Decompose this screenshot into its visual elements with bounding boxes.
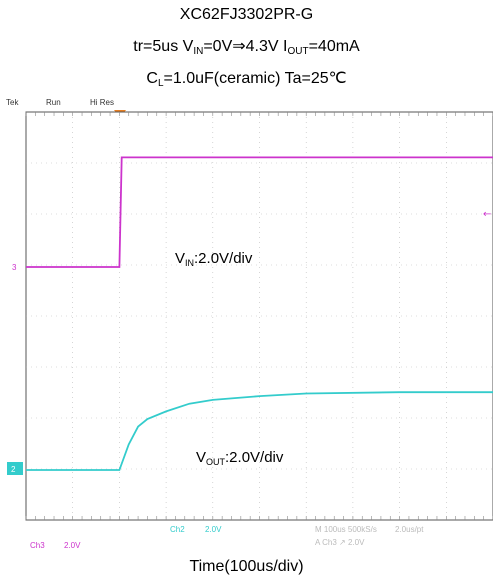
ch3-scale: 2.0V bbox=[64, 541, 81, 550]
iout-condition: IOUT=40mA bbox=[283, 38, 360, 57]
timebase-readout: M 100us 500kS/s bbox=[315, 525, 377, 534]
rise-time-label: tr=5us bbox=[133, 38, 179, 55]
x-axis-label: Time(100us/div) bbox=[189, 558, 304, 575]
vin-trace bbox=[26, 156, 493, 268]
title-text: XC62FJ3302PR-G bbox=[179, 6, 314, 23]
scope-acq-mode: Hi Res bbox=[90, 98, 114, 107]
vin-channel-marker: 3 bbox=[12, 263, 17, 272]
ch2-scale: 2.0V bbox=[205, 525, 222, 534]
cl-condition: CL=1.0uF(ceramic) Ta=25℃ bbox=[146, 70, 347, 89]
sample-interval-readout: 2.0us/pt bbox=[395, 525, 424, 534]
trigger-readout: A Ch3 ↗ 2.0V bbox=[315, 538, 365, 547]
vout-trace bbox=[26, 391, 493, 471]
traces bbox=[26, 156, 493, 471]
chart-subtitle-line-2: CL=1.0uF(ceramic) Ta=25℃ bbox=[0, 69, 493, 94]
chart-subtitle-line-1: tr=5us VIN=0V⇒4.3V IOUT=40mA bbox=[0, 37, 493, 62]
vout-channel-marker: 2 bbox=[11, 465, 16, 474]
ch3-label: Ch3 bbox=[30, 541, 45, 550]
vout-channel-marker-box bbox=[7, 462, 23, 475]
trigger-level-arrow-icon: ← bbox=[483, 209, 491, 220]
vin-condition: VIN=0V⇒4.3V bbox=[182, 38, 279, 57]
scope-brand: Tek bbox=[6, 98, 19, 107]
vout-series-label: VOUT:2.0V/div bbox=[196, 449, 284, 467]
ch2-label: Ch2 bbox=[170, 525, 185, 534]
grid bbox=[25, 112, 493, 520]
vin-series-label: VIN:2.0V/div bbox=[175, 250, 253, 268]
scope-run-state: Run bbox=[46, 98, 61, 107]
chart-title: XC62FJ3302PR-G bbox=[0, 5, 493, 25]
